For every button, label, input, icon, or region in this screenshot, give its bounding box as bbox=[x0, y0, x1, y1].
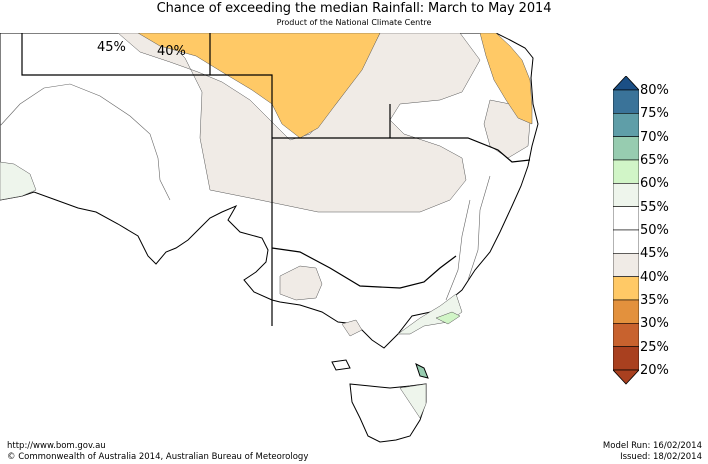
legend-swatch bbox=[613, 323, 639, 347]
legend-tick-label: 30% bbox=[640, 316, 669, 332]
legend-tick-label: 65% bbox=[640, 152, 669, 168]
contour-line-east bbox=[445, 175, 491, 301]
legend-swatch bbox=[613, 89, 639, 114]
kangaroo-island bbox=[331, 359, 351, 371]
contour-line-west bbox=[0, 83, 171, 201]
legend-swatch bbox=[613, 183, 639, 207]
legend-swatch bbox=[613, 206, 639, 231]
legend-swatch bbox=[613, 113, 639, 137]
legend-tick-label: 55% bbox=[640, 199, 669, 215]
legend-tick-label: 25% bbox=[640, 339, 669, 355]
legend-tick-label: 60% bbox=[640, 176, 669, 192]
legend-tick-label: 75% bbox=[640, 106, 669, 122]
region-35-40-north bbox=[137, 33, 381, 139]
legend-tick-label: 20% bbox=[640, 362, 669, 378]
legend-tick-label: 70% bbox=[640, 129, 669, 145]
footer-copyright: © Commonwealth of Australia 2014, Austra… bbox=[7, 452, 309, 462]
flinders-island bbox=[415, 363, 429, 379]
legend-colorbar bbox=[613, 76, 639, 385]
legend-tick-label: 35% bbox=[640, 292, 669, 308]
region-55-60-gippsland bbox=[397, 293, 463, 335]
region-60-65-coast bbox=[435, 311, 461, 325]
footer-model-run: Model Run: 16/02/2014 bbox=[602, 441, 702, 451]
legend-tick-label: 80% bbox=[640, 83, 669, 98]
region-55-60-tasmania bbox=[399, 383, 427, 419]
legend-swatch bbox=[613, 346, 639, 371]
region-40-45-vic bbox=[341, 319, 363, 337]
page-title: Chance of exceeding the median Rainfall:… bbox=[156, 1, 552, 16]
legend-swatch bbox=[613, 159, 639, 184]
legend-top-arrow bbox=[613, 76, 639, 91]
state-borders bbox=[21, 33, 531, 326]
legend-swatch bbox=[613, 253, 639, 277]
legend-swatch bbox=[613, 136, 639, 161]
footer-url[interactable]: http://www.bom.gov.au bbox=[7, 441, 106, 451]
region-35-40-coast bbox=[479, 33, 533, 125]
region-40-45-north bbox=[117, 33, 481, 213]
rainfall-outlook-map bbox=[0, 33, 539, 443]
legend-swatch bbox=[613, 229, 639, 254]
legend-tick-label: 40% bbox=[640, 269, 669, 285]
legend-tick-label: 50% bbox=[640, 222, 669, 238]
contour-label-45: 45% bbox=[97, 40, 126, 55]
legend-tick-label: 45% bbox=[640, 246, 669, 262]
legend-bottom-arrow bbox=[613, 369, 639, 385]
region-55-60-west bbox=[0, 161, 37, 201]
page-subtitle: Product of the National Climate Centre bbox=[276, 18, 432, 27]
footer-issued: Issued: 18/02/2014 bbox=[620, 452, 702, 462]
region-40-45-inland bbox=[279, 265, 323, 301]
legend-swatch bbox=[613, 276, 639, 301]
legend-swatch bbox=[613, 299, 639, 324]
contour-label-40: 40% bbox=[157, 44, 186, 59]
